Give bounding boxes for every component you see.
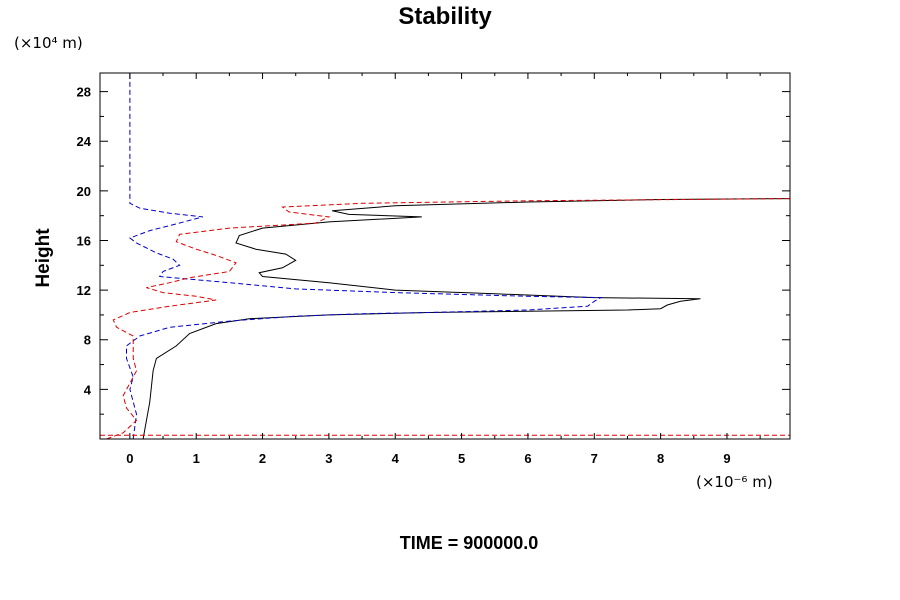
- x-tick-label: 9: [723, 451, 730, 466]
- y-tick-label: 8: [84, 333, 91, 348]
- y-scale-label: (×10⁴ m): [14, 34, 83, 52]
- x-tick-label: 2: [259, 451, 266, 466]
- x-tick-label: 7: [591, 451, 598, 466]
- y-tick-label: 16: [77, 233, 91, 248]
- y-axis-label: Height: [33, 228, 54, 288]
- x-tick-label: 0: [126, 451, 133, 466]
- series-line-1: [142, 198, 790, 439]
- x-tick-label: 8: [657, 451, 664, 466]
- series-line-3: [106, 198, 790, 439]
- x-tick-label: 3: [325, 451, 332, 466]
- time-footer: TIME = 900000.0: [400, 533, 539, 553]
- y-tick-label: 24: [77, 134, 92, 149]
- y-tick-label: 12: [77, 283, 91, 298]
- series-line-2: [126, 73, 603, 439]
- x-tick-label: 4: [392, 451, 400, 466]
- plot-area: [100, 73, 790, 439]
- y-tick-label: 28: [77, 85, 91, 100]
- x-tick-label: 5: [458, 451, 465, 466]
- chart-title: Stability: [398, 3, 492, 30]
- y-tick-label: 4: [84, 382, 92, 397]
- y-tick-label: 20: [77, 184, 91, 199]
- plot-frame: [99, 72, 791, 440]
- x-scale-label: (×10⁻⁶ m): [696, 473, 773, 491]
- x-tick-label: 1: [193, 451, 200, 466]
- x-tick-label: 6: [524, 451, 531, 466]
